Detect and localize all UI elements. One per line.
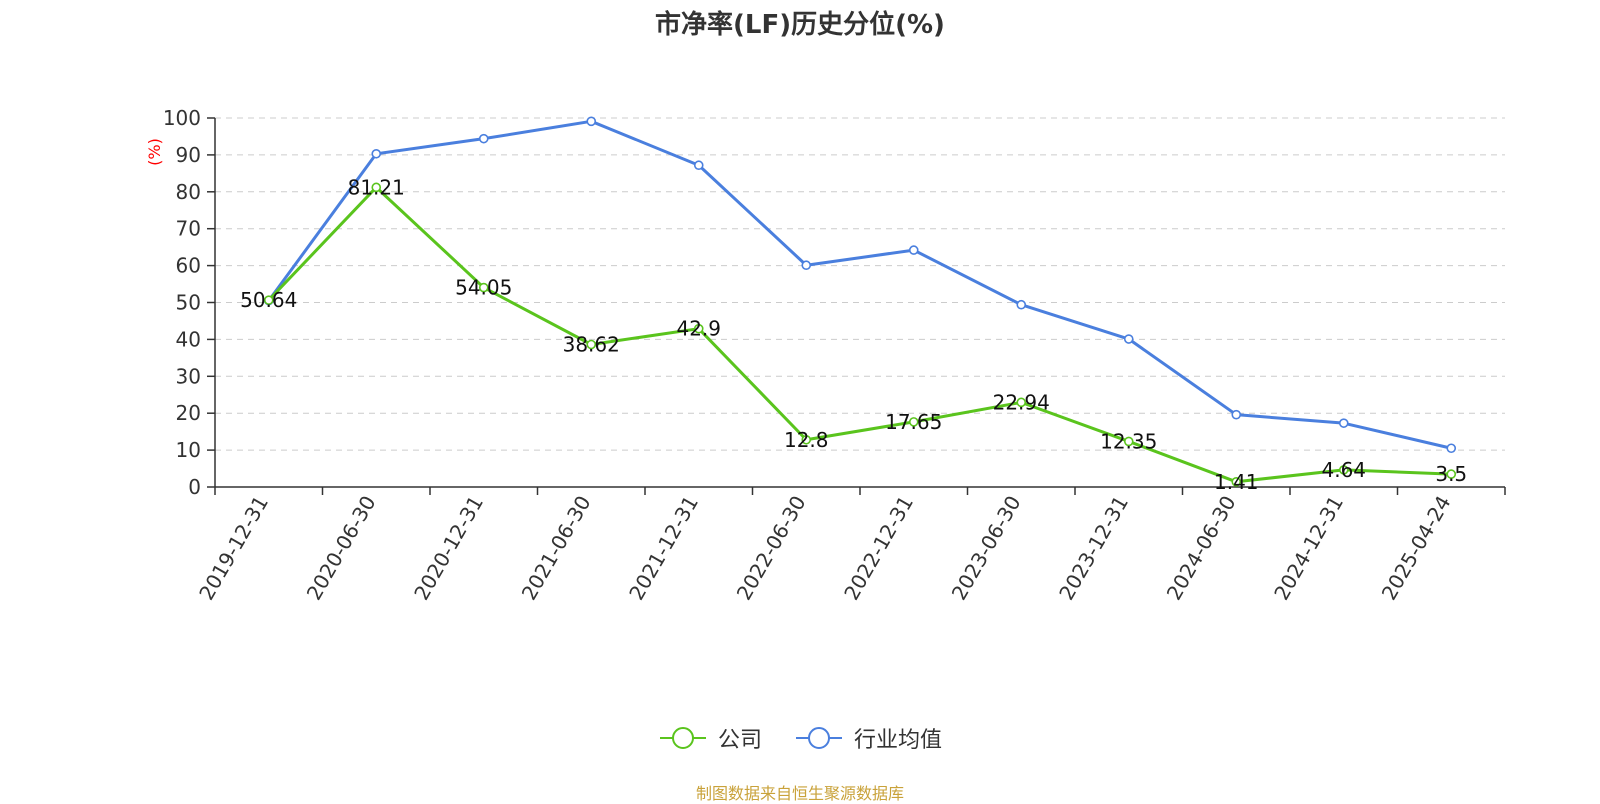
source-note: 制图数据来自恒生聚源数据库	[695, 784, 904, 803]
data-label: 17.65	[885, 410, 942, 434]
y-axis-label: (%)	[145, 138, 164, 166]
chart-title: 市净率(LF)历史分位(%)	[655, 10, 945, 40]
data-label: 12.8	[784, 428, 829, 452]
x-tick-label: 2024-12-31	[1269, 492, 1348, 605]
x-tick-label: 2022-12-31	[839, 492, 918, 605]
data-point[interactable]	[908, 245, 919, 255]
data-point[interactable]	[371, 148, 382, 159]
data-label: 3.5	[1435, 462, 1467, 486]
data-label: 81.21	[348, 175, 405, 199]
data-point[interactable]	[1231, 476, 1242, 487]
data-point[interactable]	[1123, 436, 1134, 447]
x-tick-label: 2023-12-31	[1054, 492, 1133, 605]
y-tick-label: 10	[176, 438, 201, 462]
x-tick-label: 2022-06-30	[732, 492, 811, 605]
data-label: 50.64	[240, 288, 297, 312]
grid-lines	[215, 117, 1505, 451]
series-lines	[263, 116, 1457, 487]
data-point[interactable]	[1338, 418, 1349, 428]
data-label: 38.62	[563, 332, 620, 356]
data-point[interactable]	[1446, 443, 1457, 454]
legend-swatch-icon	[796, 727, 842, 749]
data-point[interactable]	[693, 160, 704, 171]
data-label: 54.05	[455, 276, 512, 300]
data-point[interactable]	[1338, 465, 1349, 475]
data-point[interactable]	[1446, 469, 1457, 479]
data-point[interactable]	[586, 339, 597, 350]
legend-swatch-icon	[659, 727, 706, 749]
x-tick-label: 2021-06-30	[517, 492, 596, 605]
data-label: 42.9	[676, 317, 721, 341]
y-tick-label: 40	[176, 327, 201, 351]
data-point[interactable]	[1123, 334, 1134, 344]
y-tick-label: 50	[176, 291, 201, 315]
series-line-company	[267, 185, 1452, 484]
data-point[interactable]	[478, 282, 489, 293]
data-point[interactable]	[371, 182, 382, 193]
x-tick-label: 2025-04-24	[1377, 492, 1456, 605]
data-labels: 50.64 81.21 54.05 38.62 42.9 12.8 17.65 22.94 12…	[240, 175, 1467, 493]
legend: 公司 行业均值	[0, 720, 1600, 756]
series-line-industry-average	[267, 119, 1452, 450]
y-tick-label: 90	[176, 143, 201, 167]
x-tick-label: 2020-12-31	[409, 492, 488, 605]
y-tick-label: 80	[176, 180, 201, 204]
x-tick-label: 2021-12-31	[624, 492, 703, 605]
data-point[interactable]	[478, 133, 489, 144]
data-point[interactable]	[263, 295, 274, 305]
data-point[interactable]	[801, 260, 812, 271]
data-point[interactable]	[1016, 299, 1027, 310]
legend-item-industry-average[interactable]: 行业均值	[794, 722, 942, 754]
x-tick-label: 2024-06-30	[1162, 492, 1241, 605]
legend-label: 行业均值	[854, 728, 943, 753]
x-tick-label: 2019-12-31	[194, 492, 273, 605]
data-label: 22.94	[993, 390, 1050, 414]
x-tick-label: 2023-06-30	[947, 492, 1026, 605]
legend-label: 公司	[717, 728, 762, 753]
y-tick-label: 60	[176, 254, 201, 278]
legend-item-company[interactable]: 公司	[658, 722, 762, 754]
data-point[interactable]	[586, 116, 597, 127]
data-point[interactable]	[908, 417, 919, 427]
y-tick-label: 100	[163, 106, 201, 130]
y-tick-label: 30	[176, 364, 201, 388]
y-tick-label: 70	[176, 217, 201, 241]
data-point[interactable]	[801, 434, 812, 445]
y-tick-label: 20	[176, 401, 201, 425]
data-label: 12.35	[1100, 429, 1157, 453]
data-point[interactable]	[1231, 409, 1242, 420]
y-tick-label: 0	[188, 475, 201, 499]
data-point[interactable]	[693, 323, 704, 334]
x-tick-label: 2020-06-30	[302, 492, 381, 605]
data-label: 1.41	[1214, 470, 1259, 494]
data-point[interactable]	[1016, 397, 1027, 408]
data-label: 4.64	[1321, 458, 1366, 482]
